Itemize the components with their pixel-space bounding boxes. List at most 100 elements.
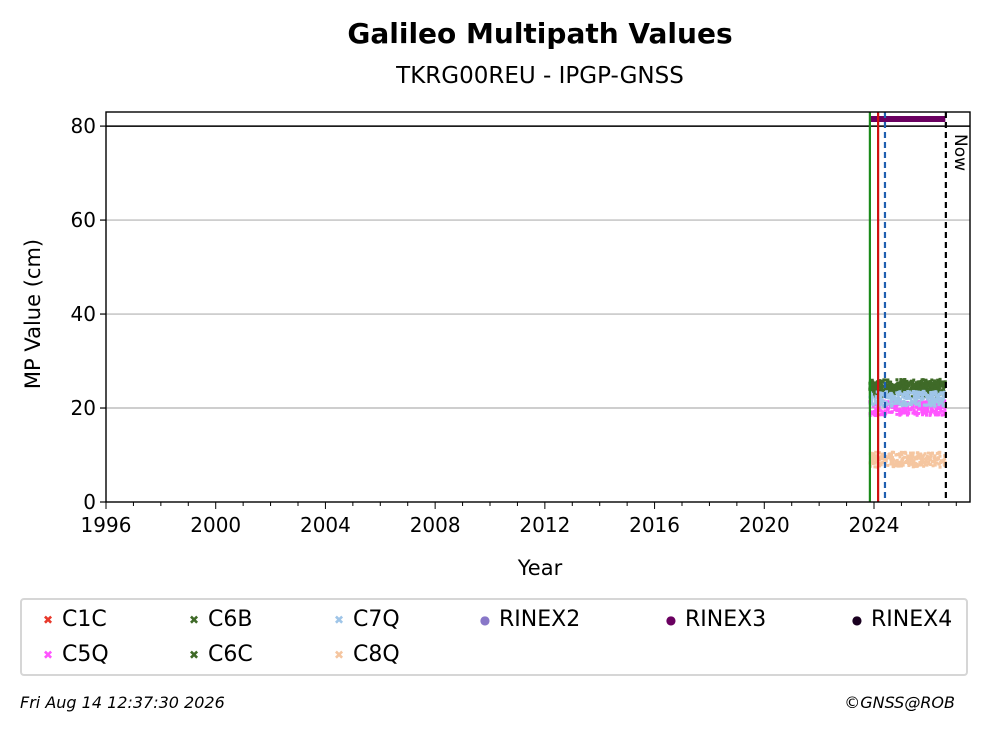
legend-item-c6c: ✖ C6C — [186, 643, 253, 667]
data-point-c6c — [903, 388, 907, 392]
data-point-c7q — [942, 394, 946, 398]
legend-marker-icon: ✖ — [188, 648, 200, 662]
data-point-c7q — [909, 397, 913, 401]
data-point-c6b — [924, 378, 928, 382]
data-point-c5q — [929, 407, 933, 411]
data-point-c5q — [897, 408, 901, 412]
data-point-c8q — [891, 456, 895, 460]
data-point-c6b — [932, 379, 936, 383]
data-point-c6c — [897, 385, 901, 389]
data-point-c7q — [907, 396, 911, 400]
data-point-c6c — [925, 389, 929, 393]
data-point-c7q — [929, 396, 933, 400]
data-point-c8q — [929, 452, 933, 456]
data-point-c8q — [935, 457, 939, 461]
data-point-c5q — [890, 410, 894, 414]
data-point-c5q — [934, 408, 938, 412]
legend-label: C8Q — [353, 642, 400, 667]
data-point-c8q — [941, 459, 945, 463]
data-point-c7q — [942, 390, 946, 394]
data-point-c8q — [895, 453, 899, 457]
data-point-c6c — [904, 385, 908, 389]
data-point-c7q — [907, 395, 911, 399]
data-point-c8q — [897, 452, 901, 456]
data-point-c6c — [899, 381, 903, 385]
data-point-c8q — [911, 463, 915, 467]
data-point-c7q — [910, 391, 914, 395]
data-point-c7q — [873, 399, 877, 403]
data-point-c6c — [880, 388, 884, 392]
y-tick-label: 80 — [71, 114, 96, 138]
data-point-c6c — [926, 391, 930, 395]
legend-marker-icon: ● — [665, 613, 677, 627]
data-point-c6b — [895, 378, 899, 382]
data-point-c8q — [904, 451, 908, 455]
data-point-c5q — [902, 411, 906, 415]
data-point-c6c — [869, 383, 873, 387]
data-point-c6c — [901, 381, 905, 385]
data-point-c6c — [893, 383, 897, 387]
data-point-c7q — [939, 391, 943, 395]
data-point-c8q — [874, 458, 878, 462]
data-point-c5q — [874, 410, 878, 414]
data-point-c8q — [915, 455, 919, 459]
data-point-c8q — [888, 456, 892, 460]
data-point-c8q — [918, 461, 922, 465]
data-point-c8q — [874, 454, 878, 458]
data-point-c5q — [877, 413, 881, 417]
data-point-c8q — [923, 460, 927, 464]
data-point-c8q — [879, 463, 883, 467]
data-point-c8q — [933, 462, 937, 466]
data-point-c8q — [937, 451, 941, 455]
data-point-c6c — [916, 386, 920, 390]
data-point-c7q — [918, 404, 922, 408]
data-point-c7q — [873, 397, 877, 401]
data-point-c5q — [907, 408, 911, 412]
data-point-c6c — [881, 380, 885, 384]
data-point-c6c — [917, 387, 921, 391]
data-point-c8q — [874, 450, 878, 454]
data-point-c8q — [896, 464, 900, 468]
plot-area: 0 20 40 60 80 1996 2000 2004 2008 2012 2016 2020 202… — [71, 111, 971, 537]
data-point-c6c — [921, 386, 925, 390]
data-point-c8q — [927, 462, 931, 466]
data-point-c5q — [940, 409, 944, 413]
data-point-c7q — [879, 391, 883, 395]
data-point-c6c — [873, 389, 877, 393]
data-point-c8q — [933, 454, 937, 458]
data-point-c5q — [898, 413, 902, 417]
data-point-c5q — [884, 410, 888, 414]
data-point-c6c — [875, 393, 879, 397]
data-point-c5q — [886, 407, 890, 411]
data-point-c8q — [943, 454, 947, 458]
data-point-c6b — [920, 378, 924, 382]
data-point-c8q — [901, 463, 905, 467]
data-point-c6c — [870, 386, 874, 390]
data-point-c7q — [929, 402, 933, 406]
data-point-c6b — [903, 378, 907, 382]
data-point-c6b — [870, 378, 874, 382]
data-point-c8q — [925, 456, 929, 460]
data-point-c6b — [912, 378, 916, 382]
data-point-c5q — [939, 408, 943, 412]
data-point-c6b — [884, 378, 888, 382]
data-point-c8q — [898, 454, 902, 458]
data-point-c6c — [905, 383, 909, 387]
data-point-c7q — [919, 396, 923, 400]
data-point-c7q — [927, 395, 931, 399]
data-point-c8q — [926, 460, 930, 464]
data-point-c7q — [919, 393, 923, 397]
data-point-c7q — [893, 399, 897, 403]
data-point-c7q — [879, 396, 883, 400]
data-point-c7q — [901, 392, 905, 396]
data-point-c8q — [911, 459, 915, 463]
data-point-c5q — [915, 401, 919, 405]
legend-item-c1c: ✖ C1C — [40, 608, 107, 632]
data-point-c8q — [904, 459, 908, 463]
data-point-c8q — [889, 453, 893, 457]
data-point-c7q — [929, 394, 933, 398]
data-point-c8q — [883, 457, 887, 461]
y-tick-label: 20 — [71, 396, 96, 420]
data-point-c8q — [925, 455, 929, 459]
data-point-c6c — [880, 383, 884, 387]
